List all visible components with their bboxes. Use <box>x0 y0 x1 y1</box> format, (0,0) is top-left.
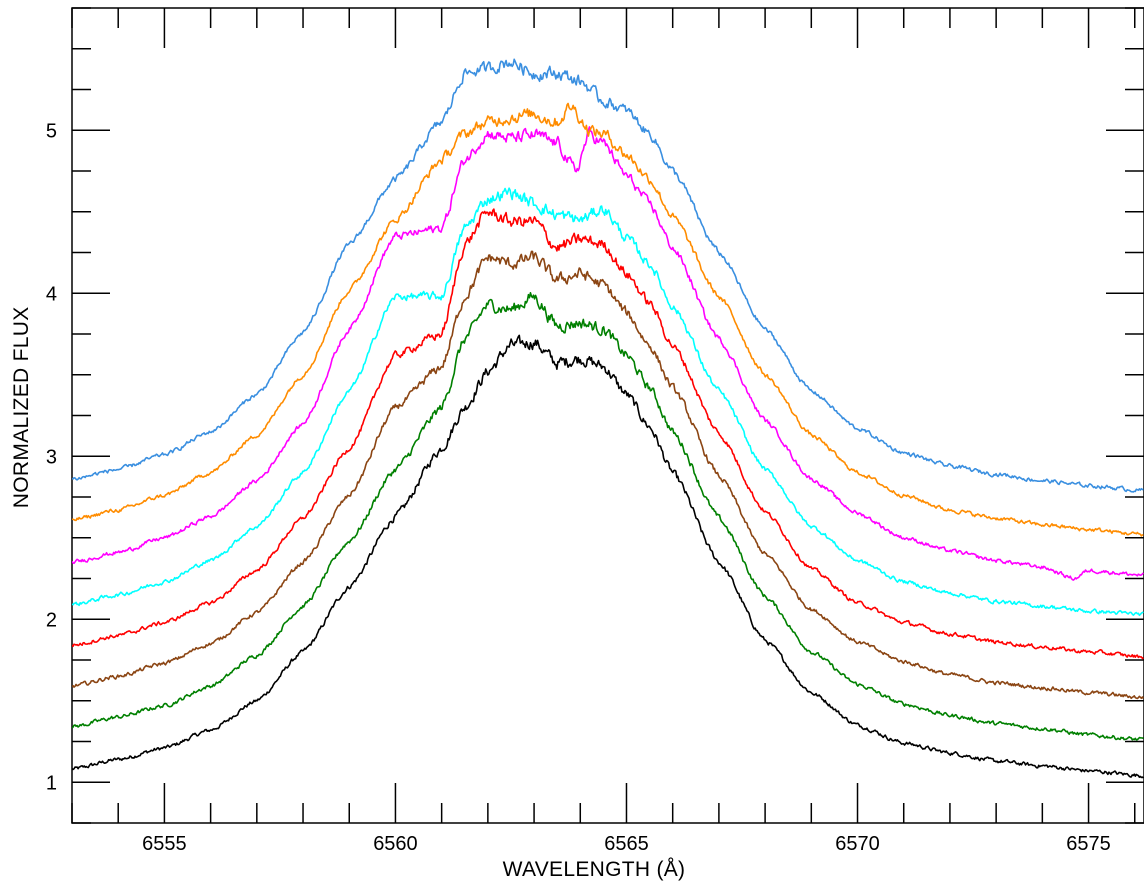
y-tick-label: 5 <box>46 120 57 142</box>
x-tick-label: 6560 <box>373 833 418 855</box>
x-tick-label: 6555 <box>142 833 187 855</box>
axis-ticks <box>71 7 1144 824</box>
series-line <box>72 126 1144 581</box>
series-line <box>72 292 1144 741</box>
y-tick-labels: 1 2 3 4 5 <box>46 120 57 794</box>
y-tick-label: 3 <box>46 446 57 468</box>
x-tick-labels: 6555 6560 6565 6570 6575 <box>142 833 1111 855</box>
series-line <box>72 102 1144 537</box>
series-layer <box>72 58 1144 779</box>
series-line <box>72 334 1144 779</box>
x-tick-label: 6565 <box>604 833 649 855</box>
series-line <box>72 58 1144 493</box>
series-line <box>72 208 1144 660</box>
y-axis-title: NORMALIZED FLUX <box>10 306 33 508</box>
x-tick-label: 6570 <box>835 833 880 855</box>
series-line <box>72 250 1144 700</box>
series-line <box>72 187 1144 617</box>
y-tick-label: 2 <box>46 609 57 631</box>
x-axis-title: WAVELENGTH (Å) <box>503 858 686 881</box>
y-tick-label: 1 <box>46 772 57 794</box>
x-tick-label: 6575 <box>1066 833 1111 855</box>
y-tick-label: 4 <box>46 283 57 305</box>
